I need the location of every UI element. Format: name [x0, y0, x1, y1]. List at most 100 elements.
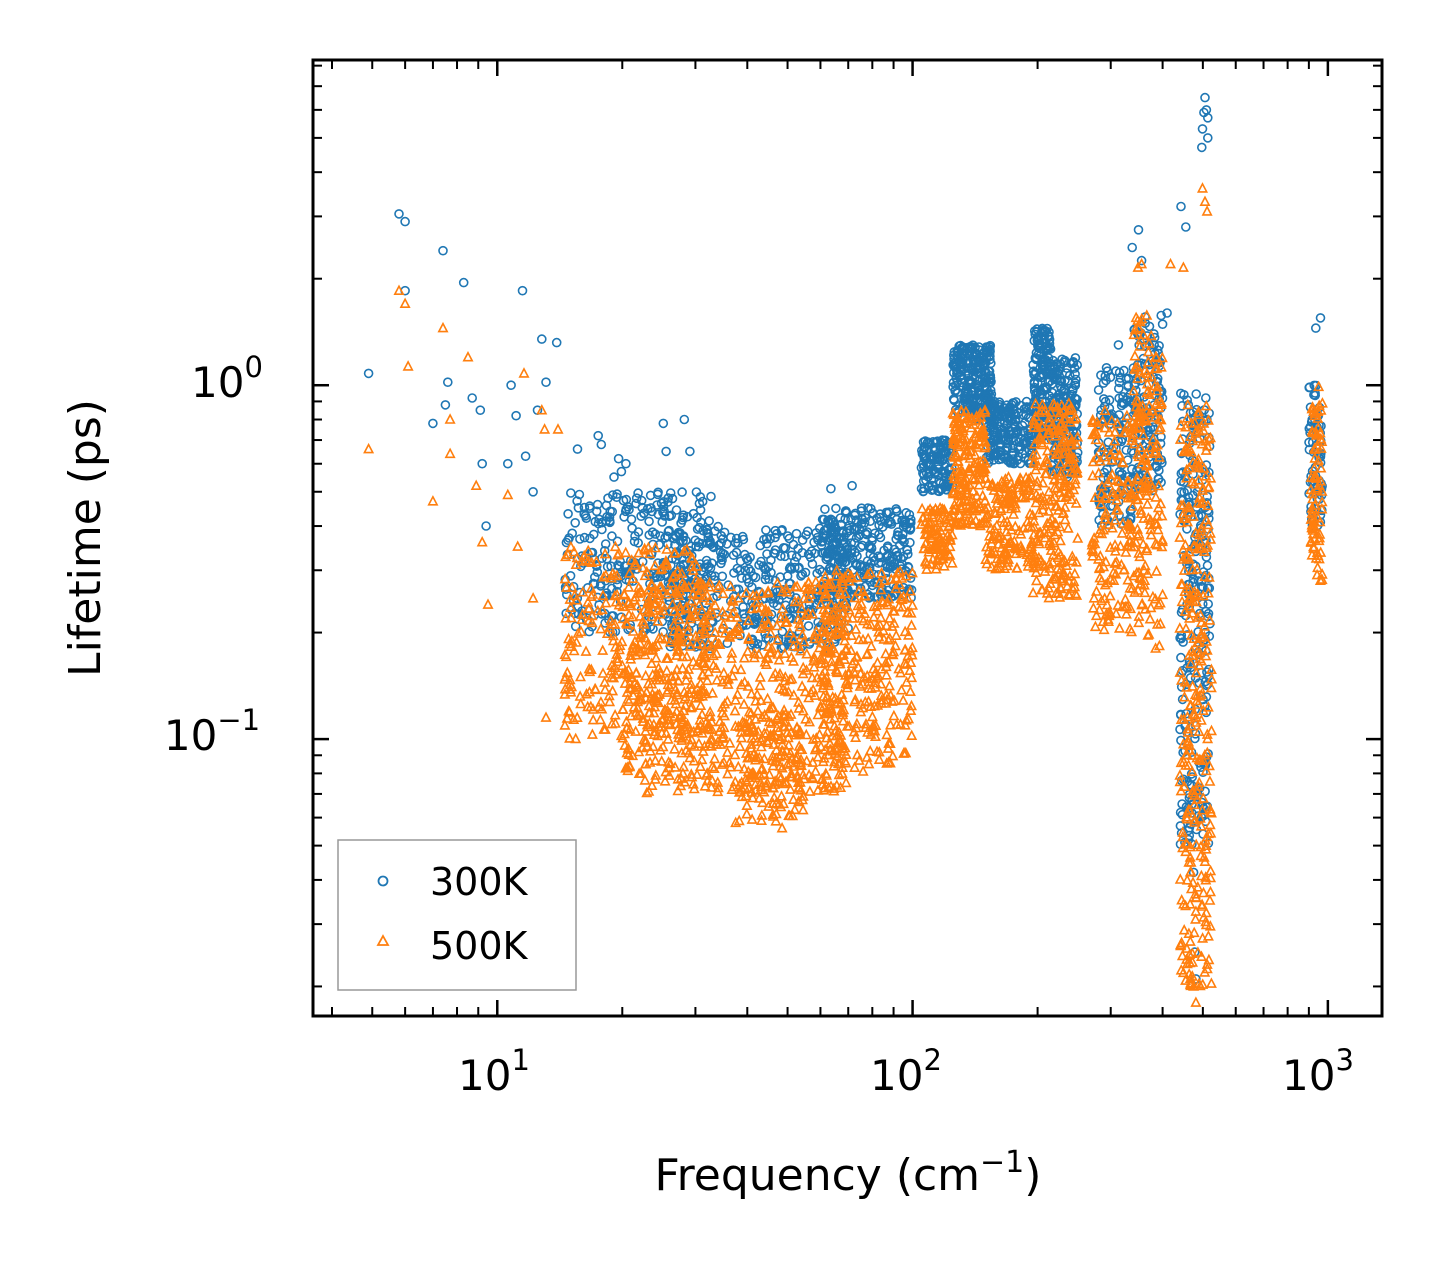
point-500k: [1099, 509, 1111, 520]
point-500k: [1055, 563, 1067, 575]
point-500k: [1001, 515, 1013, 527]
point-300k: [761, 570, 771, 581]
point-500k: [980, 472, 992, 483]
point-500k: [853, 754, 865, 765]
point-500k: [1005, 477, 1017, 488]
point-500k: [716, 758, 728, 769]
point-500k: [936, 541, 948, 553]
point-300k: [679, 414, 690, 425]
point-300k: [1177, 400, 1187, 411]
point-500k: [652, 729, 664, 741]
point-500k: [596, 603, 608, 615]
point-500k: [960, 405, 972, 417]
point-300k: [882, 541, 893, 552]
point-300k: [1191, 389, 1201, 399]
point-500k: [609, 668, 621, 679]
point-500k: [846, 657, 858, 669]
point-300k: [1069, 363, 1080, 373]
point-500k: [875, 566, 888, 578]
point-500k: [1088, 592, 1100, 603]
point-500k: [1043, 505, 1055, 516]
point-500k: [951, 425, 963, 437]
point-500k: [621, 746, 633, 758]
point-500k: [687, 655, 699, 667]
point-500k: [979, 435, 991, 447]
point-500k: [873, 630, 885, 642]
point-500k: [559, 682, 571, 694]
point-500k: [1149, 447, 1161, 459]
point-500k: [746, 602, 758, 614]
point-500k: [990, 562, 1002, 574]
point-500k: [729, 704, 741, 716]
point-500k: [806, 771, 818, 782]
point-500k: [873, 576, 885, 588]
point-500k: [1153, 412, 1165, 424]
point-500k: [916, 502, 928, 514]
point-500k: [1152, 501, 1164, 513]
point-300k: [666, 510, 677, 521]
point-500k: [676, 567, 688, 578]
point-300k: [541, 377, 551, 388]
point-500k: [639, 774, 651, 785]
point-500k: [830, 569, 842, 581]
point-500k: [781, 758, 793, 769]
point-500k: [832, 757, 844, 769]
point-500k: [1128, 384, 1140, 396]
point-500k: [1046, 493, 1058, 505]
point-500k: [1099, 421, 1111, 433]
point-500k: [1137, 328, 1149, 340]
point-500k: [1108, 574, 1120, 586]
point-500k: [812, 784, 824, 795]
point-500k: [1140, 459, 1153, 471]
point-500k: [820, 586, 832, 598]
point-500k: [725, 760, 737, 772]
point-300k: [863, 503, 873, 513]
point-500k: [719, 697, 731, 709]
point-500k: [620, 616, 632, 628]
point-500k: [696, 753, 708, 765]
point-300k: [825, 544, 836, 555]
point-300k: [847, 480, 857, 491]
point-300k: [1203, 133, 1213, 143]
point-300k: [780, 543, 791, 553]
point-500k: [1113, 622, 1126, 633]
point-500k: [630, 667, 642, 678]
point-300k: [1029, 378, 1040, 389]
point-500k: [789, 803, 801, 815]
point-500k: [1132, 372, 1144, 383]
point-500k: [1015, 491, 1028, 503]
point-300k: [601, 500, 612, 511]
point-500k: [987, 530, 999, 541]
point-500k: [650, 651, 662, 663]
point-500k: [743, 782, 755, 794]
point-500k: [695, 699, 707, 711]
point-300k: [1178, 637, 1188, 647]
point-300k: [831, 503, 841, 514]
point-500k: [821, 690, 833, 701]
point-300k: [1038, 384, 1049, 395]
point-500k: [755, 740, 767, 752]
point-500k: [835, 734, 847, 745]
point-500k: [585, 663, 597, 675]
point-500k: [873, 753, 885, 765]
point-300k: [987, 434, 998, 445]
point-500k: [832, 627, 844, 639]
point-500k: [1049, 430, 1061, 441]
point-500k: [778, 710, 790, 722]
point-300k: [671, 505, 682, 515]
point-300k: [1176, 388, 1186, 399]
point-500k: [743, 633, 755, 644]
point-300k: [644, 516, 654, 527]
point-300k: [1196, 581, 1207, 592]
point-500k: [699, 740, 711, 751]
point-300k: [761, 533, 772, 544]
point-500k: [1054, 572, 1066, 584]
point-500k: [582, 544, 594, 556]
point-500k: [629, 556, 641, 568]
point-500k: [885, 689, 897, 700]
point-500k: [661, 543, 673, 554]
point-500k: [1051, 562, 1064, 573]
point-500k: [570, 558, 582, 570]
point-500k: [672, 784, 684, 796]
point-500k: [637, 715, 649, 727]
